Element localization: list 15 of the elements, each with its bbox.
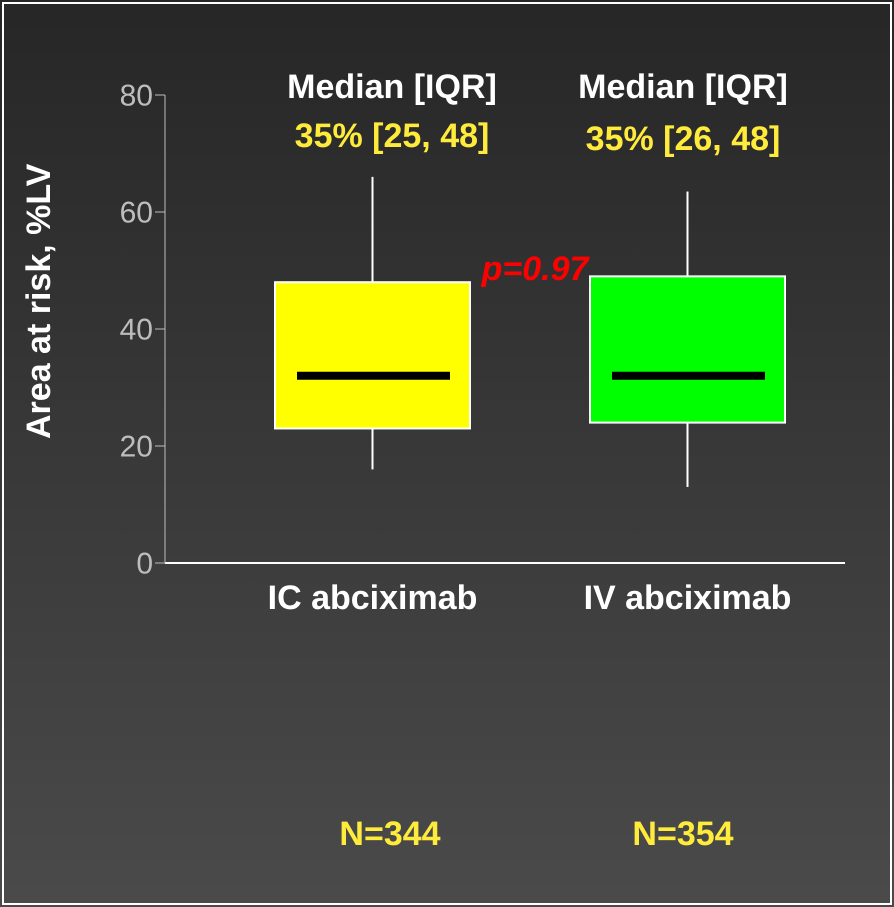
text: N=354 — [632, 815, 734, 854]
x-tick-label: IC abciximab — [268, 579, 478, 617]
x-tick-label: IV abciximab — [584, 579, 792, 617]
annotation: 35% [25, 48] — [294, 117, 490, 156]
y-tick-label: 20 — [120, 430, 153, 464]
annotation: p=0.97 — [482, 250, 588, 289]
text: N=344 — [339, 815, 441, 854]
y-tick-label: 40 — [120, 314, 153, 347]
y-tick-label: 80 — [120, 80, 153, 113]
annotation: Median [IQR] — [578, 68, 788, 107]
y-tick-label: 0 — [136, 548, 153, 581]
annotation: Median [IQR] — [287, 68, 497, 107]
y-axis-title: Area at risk, %LV — [20, 163, 58, 439]
y-tick-label: 60 — [120, 196, 153, 230]
annotation: 35% [26, 48] — [586, 120, 780, 159]
